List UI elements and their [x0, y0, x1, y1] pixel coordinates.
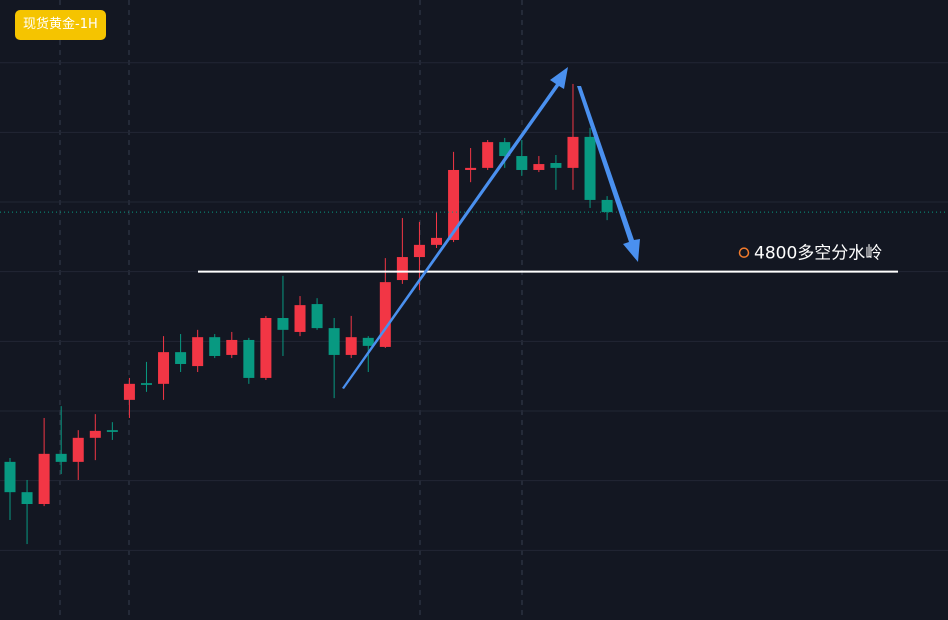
- arrows: [342, 67, 640, 389]
- candle-body: [55, 453, 67, 462]
- candle-body: [21, 492, 33, 505]
- chart-title: 现货黄金-1H: [15, 10, 106, 40]
- candle-body: [448, 169, 460, 240]
- candle-body: [140, 383, 152, 385]
- candle-body: [345, 337, 357, 355]
- candle-body: [413, 244, 425, 258]
- candle-body: [192, 337, 204, 367]
- candle-body: [123, 383, 135, 400]
- candle-body: [175, 352, 187, 364]
- level-label: 4800多空分水岭: [754, 244, 882, 264]
- candle-body: [260, 318, 272, 378]
- candle-body: [106, 430, 118, 432]
- candle-body: [567, 136, 579, 168]
- level-marker: [738, 247, 750, 258]
- candle-body: [311, 304, 323, 329]
- candle-body: [4, 461, 16, 493]
- candle-body: [601, 199, 613, 213]
- arrow-down: [577, 86, 640, 262]
- candle-body: [209, 337, 221, 356]
- candle-body: [277, 318, 289, 330]
- candle-body: [550, 163, 562, 168]
- candle-body: [362, 337, 374, 346]
- grid: [0, 62, 948, 551]
- annotations: 4800多空分水岭: [198, 244, 898, 273]
- candle-body: [584, 136, 596, 200]
- candle-body: [158, 352, 170, 384]
- candle-body: [38, 453, 50, 505]
- candle-body: [516, 156, 528, 170]
- candle-body: [499, 142, 511, 157]
- candles: [0, 83, 948, 545]
- candle-body: [379, 282, 391, 347]
- candle-body: [89, 430, 101, 438]
- candle-body: [328, 328, 340, 355]
- candle-body: [72, 437, 84, 462]
- candle-body: [396, 257, 408, 281]
- candle-body: [294, 305, 306, 332]
- time-grid: [59, 0, 523, 620]
- candle-body: [465, 167, 477, 170]
- arrow-up: [342, 67, 568, 389]
- candle-body: [482, 142, 494, 168]
- candle-body: [243, 339, 255, 378]
- candle-body: [431, 237, 442, 245]
- candle-body: [226, 339, 238, 355]
- candle-body: [533, 164, 545, 170]
